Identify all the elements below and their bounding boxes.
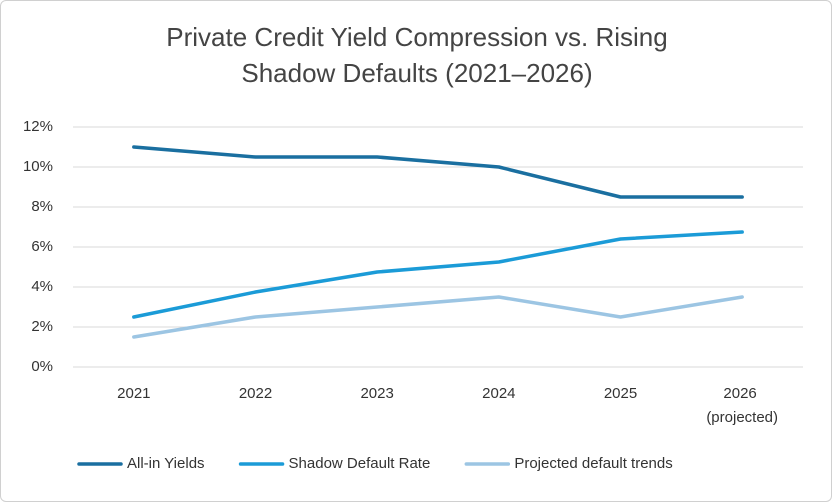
x-tick-label-line: (projected) — [706, 409, 778, 426]
x-tick-label: 2023 — [360, 385, 393, 402]
x-tick-label-line: 2026 — [723, 385, 761, 402]
series-line — [132, 230, 744, 319]
y-tick-label: 12% — [23, 118, 53, 135]
y-tick-label: 2% — [31, 318, 53, 335]
x-tick-label: 2022 — [239, 385, 272, 402]
series-line — [132, 295, 744, 339]
x-tick-label: 2021 — [117, 385, 150, 402]
x-tick-label: 2025 — [604, 385, 637, 402]
legend-label: Projected default trends — [514, 455, 672, 472]
x-tick-label: 2026 (projected) — [706, 385, 778, 426]
series-line — [132, 145, 744, 199]
y-tick-label: 6% — [31, 238, 53, 255]
y-tick-label: 10% — [23, 158, 53, 175]
title-wrap: Private Credit Yield Compression vs. Ris… — [1, 19, 832, 91]
legend-label: Shadow Default Rate — [289, 455, 431, 472]
y-tick-label: 0% — [31, 358, 53, 375]
legend-label: All-in Yields — [127, 455, 205, 472]
y-tick-label: 8% — [31, 198, 53, 215]
chart-title: Private Credit Yield Compression vs. Ris… — [166, 22, 668, 88]
y-tick-label: 4% — [31, 278, 53, 295]
x-tick-label: 2024 — [482, 385, 515, 402]
